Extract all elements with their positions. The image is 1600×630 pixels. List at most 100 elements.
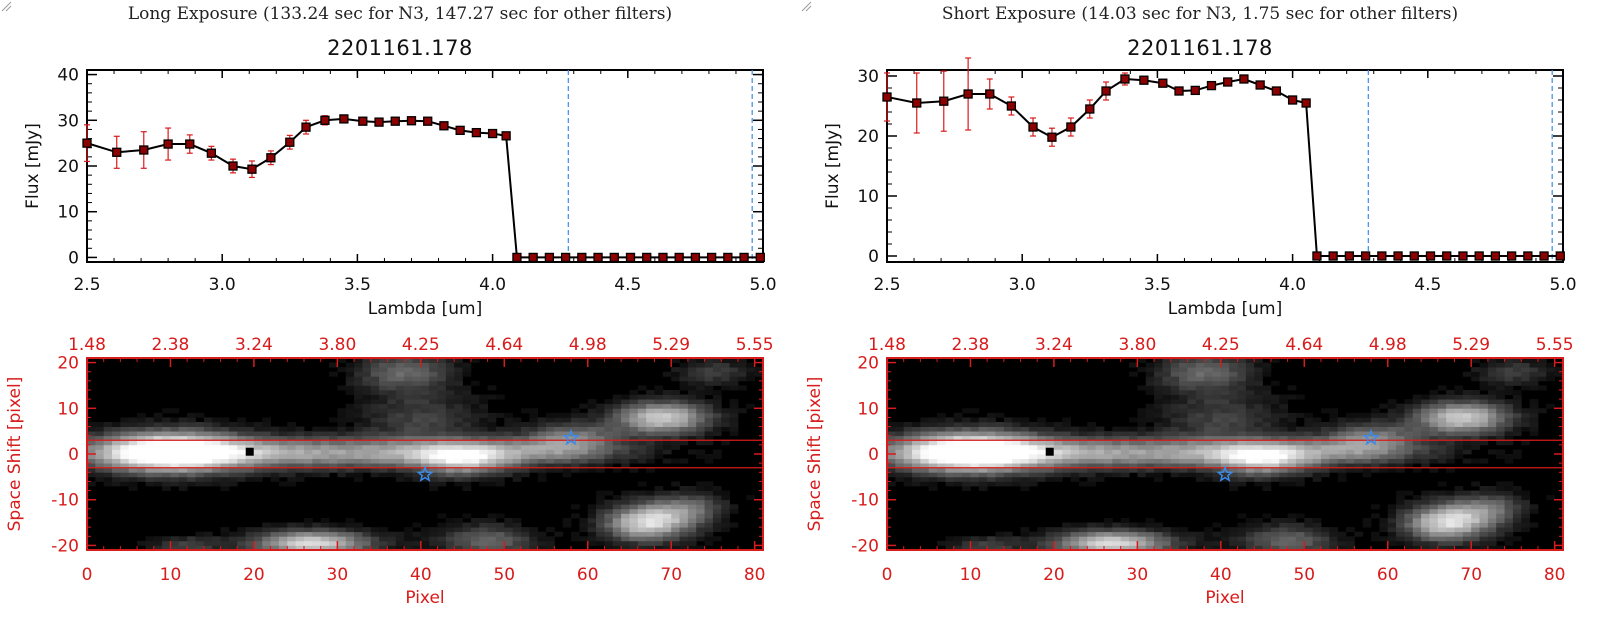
pixel-axis-label: Pixel — [1205, 588, 1244, 608]
exposure-title: Short Exposure (14.03 sec for N3, 1.75 s… — [941, 4, 1459, 24]
data-point — [206, 148, 217, 158]
pixel-tick-label: 40 — [410, 565, 432, 585]
data-point — [1066, 122, 1076, 132]
pixel-tick-label: 50 — [1293, 565, 1315, 585]
x-axis-label: Lambda [um] — [1168, 299, 1282, 319]
pixel-tick-label: 50 — [493, 565, 515, 585]
data-point — [266, 153, 276, 163]
data-point — [1028, 122, 1038, 132]
wavelength-tick-label: 5.29 — [652, 335, 690, 355]
x-tick-label: 4.0 — [479, 275, 506, 295]
data-point — [1174, 86, 1184, 96]
data-point — [912, 98, 922, 108]
pixel-tick-label: 0 — [882, 565, 893, 585]
pixel-tick-label: 60 — [577, 565, 599, 585]
wavelength-tick-label: 1.48 — [68, 335, 106, 355]
long-exposure-chart: 2.5 3.0 3.5 4.0 4.5 5.0 0 10 20 30 40 Lambda [um] Fl… — [5, 66, 777, 608]
data-point — [1393, 251, 1403, 261]
x-axis-label: Lambda [um] — [368, 299, 482, 319]
wavelength-tick-label: 2.38 — [952, 335, 990, 355]
data-point — [1239, 74, 1249, 84]
y-tick-label: 10 — [57, 203, 79, 223]
y-tick-label: 0 — [68, 248, 79, 268]
data-point — [625, 252, 636, 263]
data-point — [690, 252, 701, 263]
shift-axis-label: Space Shift [pixel] — [5, 377, 25, 532]
pixel-tick-label: 10 — [960, 565, 982, 585]
data-point — [455, 125, 465, 135]
wavelength-tick-label: 1.48 — [868, 335, 906, 355]
data-point — [577, 252, 587, 263]
y-tick-label: 20 — [857, 127, 879, 147]
wavelength-tick-label: 3.24 — [235, 335, 273, 355]
shift-tick-label: 20 — [857, 354, 879, 374]
source-marker — [245, 447, 254, 456]
data-point — [423, 116, 433, 126]
shift-tick-label: 10 — [857, 399, 879, 419]
x-tick-label: 4.5 — [614, 275, 641, 295]
pixel-tick-label: 40 — [1210, 565, 1232, 585]
pixel-tick-label: 20 — [243, 565, 265, 585]
data-point — [1360, 251, 1371, 261]
shift-tick-label: -10 — [851, 491, 879, 511]
data-point — [1506, 251, 1517, 261]
y-tick-label: 20 — [57, 157, 79, 177]
data-point — [1223, 77, 1233, 87]
data-point — [706, 252, 717, 263]
x-tick-label: 4.5 — [1414, 275, 1441, 295]
resize-grip-icon[interactable] — [0, 0, 12, 12]
pixel-tick-label: 70 — [660, 565, 682, 585]
data-point — [1442, 251, 1452, 261]
data-point — [1190, 85, 1200, 96]
data-point — [487, 128, 498, 139]
chart-title: 2201161.178 — [1127, 36, 1273, 60]
data-point — [658, 252, 668, 263]
pixel-tick-label: 30 — [1127, 565, 1149, 585]
shift-tick-label: -20 — [51, 536, 79, 556]
pixel-tick-label: 0 — [82, 565, 93, 585]
data-point — [1101, 86, 1111, 96]
long-exposure-panel: Long Exposure (133.24 sec for N3, 147.27… — [0, 0, 777, 608]
data-point — [1301, 98, 1311, 108]
x-tick-label: 5.0 — [1549, 275, 1576, 295]
shift-tick-label: 20 — [57, 354, 79, 374]
data-point — [112, 147, 122, 157]
star-marker — [562, 428, 580, 446]
data-point — [512, 252, 522, 263]
wavelength-tick-label: 5.55 — [736, 335, 774, 355]
data-point — [247, 164, 257, 174]
short-exposure-chart: 2.5 3.0 3.5 4.0 4.5 5.0 0 10 20 30 Lambda [um] Flux… — [805, 57, 1577, 608]
exposure-title: Long Exposure (133.24 sec for N3, 147.27… — [127, 4, 673, 24]
wavelength-tick-label: 3.80 — [1118, 335, 1156, 355]
data-point — [609, 252, 619, 263]
data-point — [139, 145, 149, 155]
wavelength-tick-label: 4.25 — [402, 335, 440, 355]
shift-tick-label: -10 — [51, 491, 79, 511]
data-point — [1458, 251, 1468, 261]
star-marker — [1362, 428, 1380, 446]
x-tick-label: 3.5 — [1144, 275, 1171, 295]
data-point — [358, 116, 368, 126]
pixel-tick-label: 30 — [327, 565, 349, 585]
x-tick-label: 5.0 — [749, 275, 776, 295]
y-tick-label: 40 — [57, 66, 79, 86]
data-point — [339, 114, 349, 124]
wavelength-tick-label: 3.80 — [318, 335, 356, 355]
pixel-tick-label: 10 — [160, 565, 182, 585]
plot-frame — [886, 69, 1564, 263]
resize-grip-icon[interactable] — [800, 0, 812, 12]
data-point — [1328, 251, 1338, 261]
x-tick-label: 3.5 — [344, 275, 371, 295]
data-point — [755, 252, 765, 263]
data-point — [642, 252, 652, 263]
heatmap-cells — [887, 358, 1564, 551]
pixel-tick-label: 60 — [1377, 565, 1399, 585]
data-point — [963, 89, 973, 99]
data-point — [939, 96, 949, 106]
data-point — [1287, 95, 1298, 105]
data-point — [1344, 251, 1355, 261]
data-point — [1425, 251, 1436, 261]
data-point — [1255, 80, 1265, 90]
data-point — [1474, 251, 1484, 261]
data-point — [285, 137, 295, 147]
